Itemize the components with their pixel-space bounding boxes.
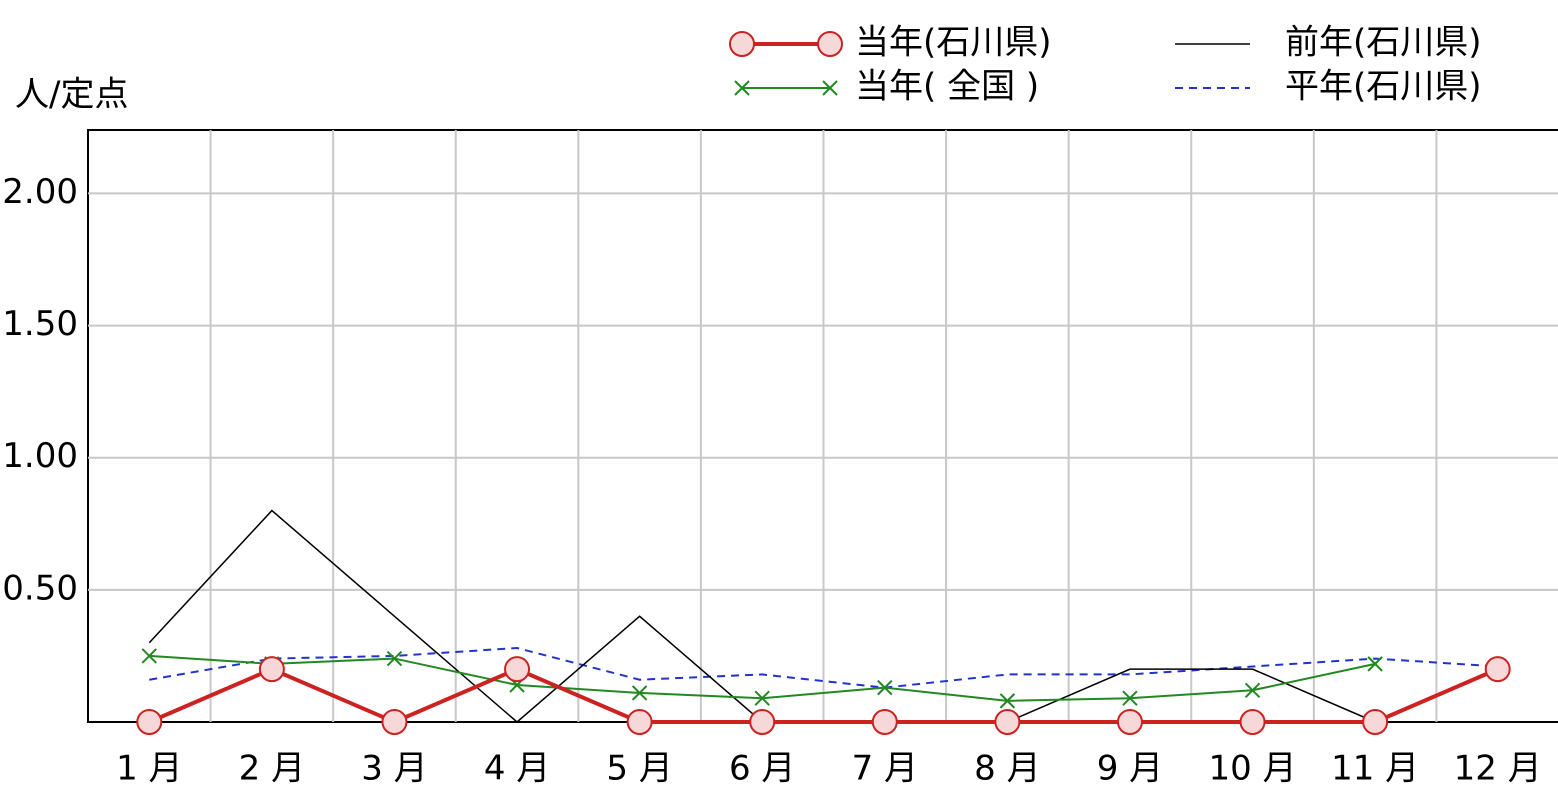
y-tick-label: 0.50 [2, 568, 78, 608]
x-tick-label: 12 月 [1454, 749, 1542, 789]
x-tick-label: 6 月 [729, 749, 795, 789]
marker [1116, 709, 1143, 735]
marker [504, 656, 531, 683]
marker [994, 709, 1021, 735]
x-tick-label: 1 月 [116, 749, 182, 789]
marker [386, 650, 403, 667]
x-tick-label: 8 月 [974, 749, 1040, 789]
legend-label: 平年(石川県) [1285, 67, 1482, 107]
legend-marker [817, 31, 843, 57]
marker [877, 679, 893, 696]
y-tick-label: 1.00 [2, 436, 78, 476]
marker [754, 690, 770, 706]
marker [381, 709, 408, 735]
marker [258, 656, 285, 683]
marker [141, 648, 157, 664]
marker [749, 709, 776, 735]
legend-label: 当年( 全国 ) [855, 67, 1039, 107]
legend-marker [734, 80, 750, 96]
x-tick-label: 7 月 [852, 749, 918, 789]
marker [1122, 690, 1138, 706]
x-tick-label: 2 月 [239, 749, 305, 789]
marker [1484, 656, 1511, 683]
series-line [149, 646, 1498, 689]
x-tick-label: 4 月 [484, 749, 550, 789]
marker [136, 709, 163, 735]
series-line [148, 666, 1499, 725]
x-tick-label: 9 月 [1097, 749, 1163, 789]
y-tick-label: 1.50 [2, 304, 78, 344]
marker [999, 693, 1016, 709]
legend-marker [729, 31, 755, 57]
x-tick-label: 3 月 [361, 749, 427, 789]
y-axis-label: 人/定点 [15, 75, 128, 115]
marker [1239, 709, 1266, 735]
marker [1362, 709, 1389, 735]
marker [1367, 656, 1383, 672]
x-tick-label: 5 月 [606, 749, 672, 789]
legend-marker [822, 80, 838, 96]
marker [871, 709, 898, 735]
marker [1244, 682, 1261, 698]
marker [626, 709, 653, 735]
x-tick-label: 11 月 [1331, 749, 1419, 789]
legend-label: 当年(石川県) [855, 23, 1052, 63]
x-tick-label: 10 月 [1209, 749, 1297, 789]
y-tick-label: 2.00 [2, 172, 78, 212]
legend-label: 前年(石川県) [1285, 23, 1482, 63]
marker [631, 685, 648, 701]
